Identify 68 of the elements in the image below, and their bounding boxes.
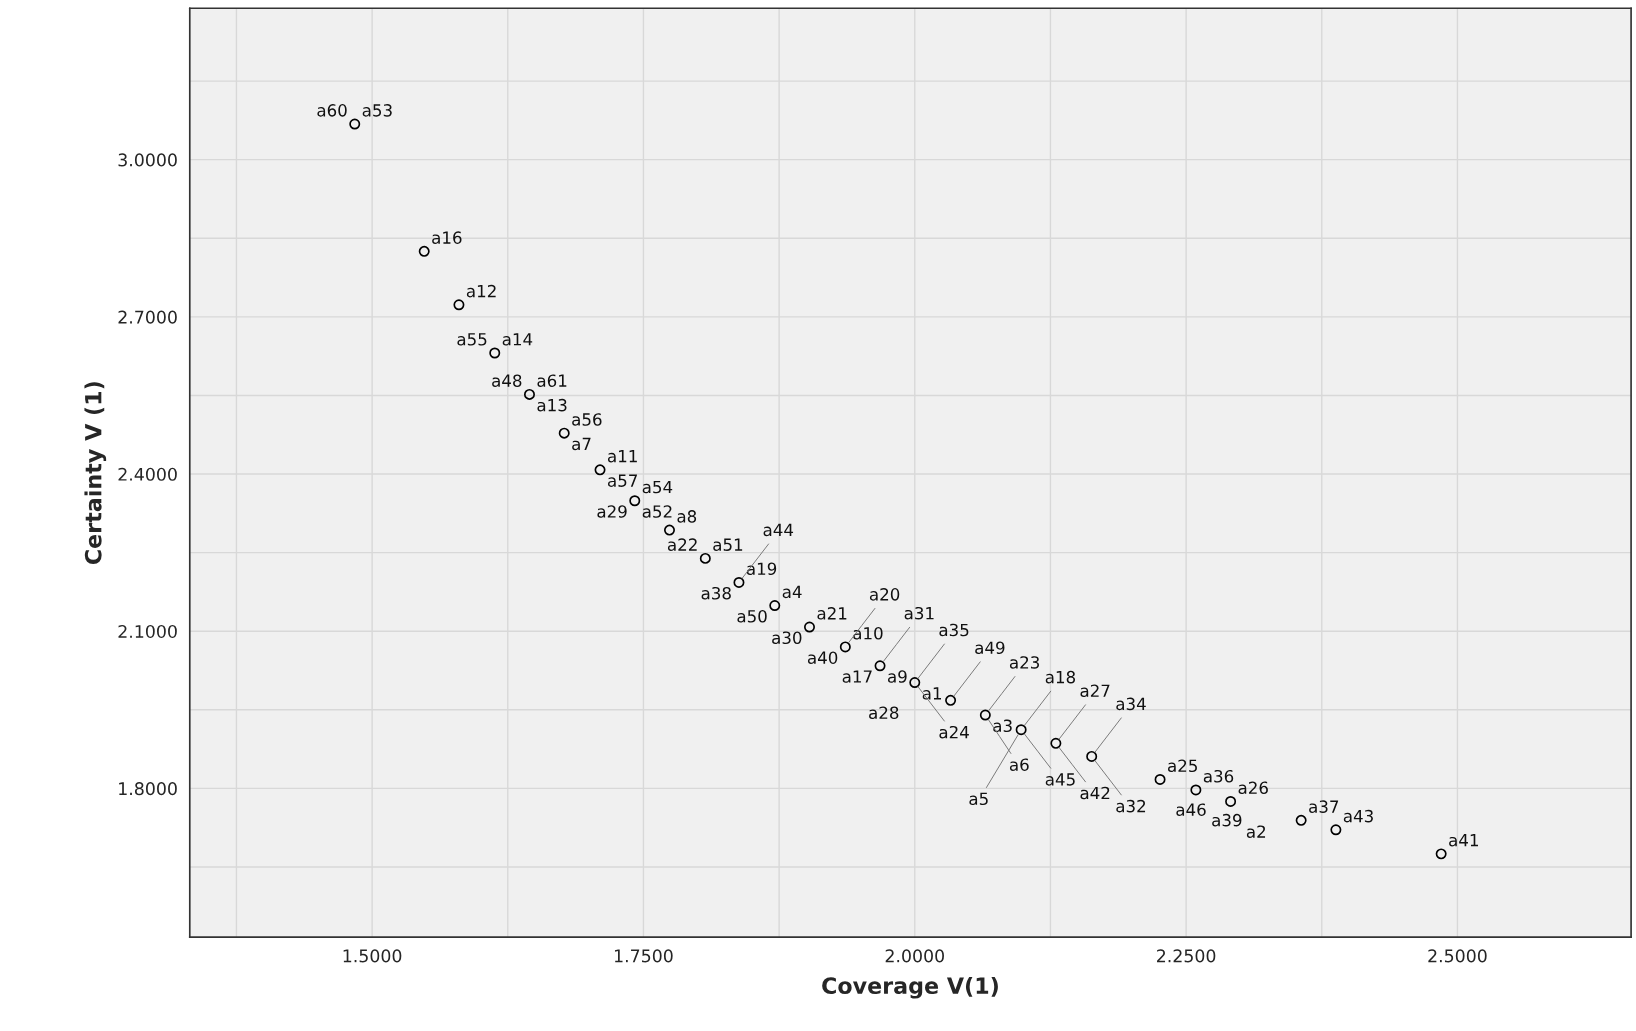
annotation: a6 <box>1009 758 1029 771</box>
annotation: a22 <box>667 538 697 551</box>
annotation: a46 <box>1176 803 1206 816</box>
annotation: a1 <box>922 687 941 700</box>
annotation: a18 <box>1045 670 1076 684</box>
annotation: a43 <box>1343 809 1373 823</box>
annotation: a34 <box>1116 697 1146 711</box>
y-tick-label: 3.0000 <box>118 153 177 167</box>
annotation: a51 <box>713 538 743 551</box>
annotation: a13 <box>537 398 567 412</box>
annotation: a61 <box>537 374 567 387</box>
annotation: a44 <box>763 523 794 537</box>
annotation: a41 <box>1449 834 1478 847</box>
x-tick-label: 2.2500 <box>1157 949 1216 963</box>
annotation: a53 <box>362 104 392 117</box>
annotation: a10 <box>853 626 883 640</box>
annotation: a54 <box>642 480 673 494</box>
annotation: a28 <box>869 706 899 720</box>
x-tick-label: 2.0000 <box>885 949 944 963</box>
annotation: a31 <box>904 606 934 620</box>
annotation: a48 <box>492 374 522 387</box>
annotation: a45 <box>1045 773 1075 786</box>
annotation: a38 <box>701 586 731 600</box>
annotation: a24 <box>939 725 969 739</box>
annotation: a11 <box>607 450 637 463</box>
annotation: a20 <box>869 588 900 601</box>
annotation: a49 <box>975 641 1005 655</box>
annotation: a14 <box>502 333 533 346</box>
annotation: a2 <box>1246 825 1266 838</box>
y-tick-label: 2.7000 <box>118 310 177 324</box>
y-tick-label: 1.8000 <box>119 782 177 796</box>
annotation: a23 <box>1009 656 1040 669</box>
annotation: a25 <box>1168 759 1197 773</box>
annotation: a50 <box>737 609 767 623</box>
annotation: a17 <box>842 670 872 683</box>
annotation: a5 <box>969 792 988 806</box>
y-tick-label: 2.1000 <box>118 624 177 639</box>
x-tick-label: 1.5000 <box>343 949 402 963</box>
annotation: a30 <box>772 631 802 645</box>
x-axis-title: Coverage V(1) <box>822 976 998 999</box>
y-axis-title: Certainty V (1) <box>84 382 107 565</box>
annotation: a16 <box>432 231 462 244</box>
annotation: a21 <box>817 607 847 620</box>
annotation: a60 <box>317 104 347 117</box>
annotation: a26 <box>1238 781 1268 795</box>
annotation: a12 <box>466 284 496 298</box>
annotation: a4 <box>782 585 802 599</box>
annotation: a8 <box>677 510 697 523</box>
annotation: a42 <box>1080 786 1110 800</box>
annotation: a9 <box>887 670 907 683</box>
annotation: a37 <box>1309 800 1339 813</box>
annotation: a36 <box>1203 769 1234 783</box>
annotation: a35 <box>939 623 969 637</box>
annotation: a3 <box>993 719 1012 733</box>
annotation: a19 <box>746 562 777 576</box>
annotation: a57 <box>607 474 637 487</box>
annotation: a7 <box>572 437 591 451</box>
x-tick-label: 1.7500 <box>614 949 673 963</box>
annotation: a52 <box>642 505 672 518</box>
annotation: a55 <box>457 333 487 346</box>
annotation: a32 <box>1116 799 1146 813</box>
x-tick-label: 2.5000 <box>1428 949 1487 963</box>
annotation: a56 <box>572 413 602 426</box>
annotation: a29 <box>597 505 627 518</box>
annotation: a27 <box>1080 684 1110 698</box>
y-tick-label: 2.4000 <box>118 467 177 481</box>
annotation: a40 <box>807 651 838 664</box>
annotation: a39 <box>1212 813 1242 827</box>
